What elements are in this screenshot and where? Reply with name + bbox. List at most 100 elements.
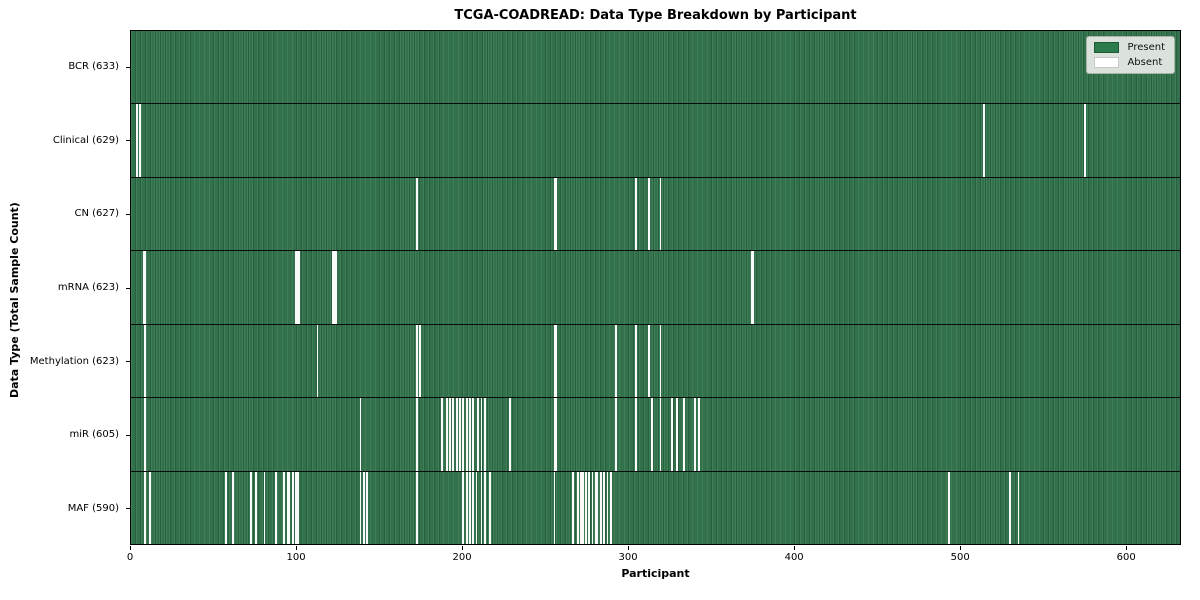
- absent-mark: [614, 324, 617, 398]
- y-axis-tick-labels: BCR (633) Clinical (629) CN (627) mRNA (623…: [0, 30, 130, 545]
- absent-mark: [472, 471, 475, 544]
- absent-mark: [659, 177, 662, 251]
- absent-mark: [634, 398, 637, 471]
- absent-mark: [225, 471, 228, 544]
- y-tick-label: miR (605): [0, 398, 130, 472]
- heatmap-row-bcr: [131, 31, 1180, 104]
- x-tick-mark: [1126, 546, 1128, 550]
- absent-mark: [263, 471, 266, 544]
- absent-mark: [440, 398, 443, 471]
- x-tick-mark: [960, 546, 962, 550]
- absent-mark: [144, 251, 147, 324]
- absent-mark: [1083, 104, 1086, 177]
- y-tick-label: BCR (633): [0, 30, 130, 104]
- absent-mark: [366, 471, 369, 544]
- heatmap-row-mir: [131, 397, 1180, 471]
- heatmap-row-mrna: [131, 250, 1180, 324]
- absent-mark: [694, 398, 697, 471]
- legend-label: Present: [1127, 42, 1165, 53]
- absent-mark: [591, 471, 594, 544]
- absent-mark: [455, 398, 458, 471]
- absent-mark: [599, 471, 602, 544]
- absent-mark: [603, 471, 606, 544]
- absent-mark: [449, 398, 451, 471]
- absent-mark: [648, 324, 650, 398]
- legend-entry: Present: [1094, 42, 1165, 53]
- y-tick-label: CN (627): [0, 177, 130, 251]
- absent-mark: [585, 471, 587, 544]
- absent-mark: [555, 177, 558, 251]
- absent-mark: [462, 398, 465, 471]
- x-tick-label: 500: [950, 552, 970, 563]
- absent-mark: [697, 398, 700, 471]
- absent-mark: [475, 471, 478, 544]
- absent-mark: [363, 471, 365, 544]
- absent-mark: [459, 398, 461, 471]
- absent-mark: [606, 471, 609, 544]
- legend-swatch: [1094, 57, 1120, 68]
- x-tick-label: 0: [126, 552, 134, 563]
- absent-mark: [555, 324, 558, 398]
- absent-mark: [609, 471, 612, 544]
- absent-mark: [144, 398, 147, 471]
- y-tick-label: Methylation (623): [0, 324, 130, 398]
- absent-mark: [982, 104, 985, 177]
- absent-mark: [581, 471, 584, 544]
- absent-mark: [232, 471, 234, 544]
- absent-mark: [452, 398, 455, 471]
- heatmap-row-clinical: [131, 103, 1180, 177]
- absent-mark: [553, 324, 556, 398]
- absent-mark: [553, 177, 556, 251]
- x-tick-label: 300: [618, 552, 638, 563]
- absent-mark: [1017, 471, 1020, 544]
- legend: Present Absent: [1086, 36, 1175, 74]
- absent-mark: [144, 324, 147, 398]
- absent-mark: [752, 251, 755, 324]
- plot-area: Present Absent: [130, 30, 1181, 545]
- x-tick-label: 100: [286, 552, 306, 563]
- absent-mark: [596, 471, 599, 544]
- absent-mark: [671, 398, 674, 471]
- absent-mark: [359, 471, 362, 544]
- absent-mark: [465, 398, 468, 471]
- absent-mark: [555, 398, 558, 471]
- absent-mark: [472, 398, 475, 471]
- absent-mark: [682, 398, 685, 471]
- absent-mark: [676, 398, 678, 471]
- absent-mark: [947, 471, 950, 544]
- absent-mark: [651, 398, 654, 471]
- absent-mark: [298, 251, 301, 324]
- absent-mark: [334, 251, 337, 324]
- absent-mark: [462, 471, 465, 544]
- absent-mark: [571, 471, 574, 544]
- heatmap-row-methylation: [131, 323, 1180, 398]
- absent-mark: [553, 471, 556, 544]
- x-tick-label: 200: [452, 552, 472, 563]
- x-tick-mark: [130, 546, 131, 550]
- absent-mark: [291, 471, 294, 544]
- heatmap-row-cn: [131, 176, 1180, 251]
- absent-mark: [135, 104, 138, 177]
- absent-mark: [144, 471, 147, 544]
- absent-mark: [648, 177, 650, 251]
- absent-mark: [553, 398, 556, 471]
- absent-mark: [488, 471, 491, 544]
- absent-mark: [416, 398, 418, 471]
- heatmap-row-maf: [131, 470, 1180, 544]
- absent-mark: [469, 471, 471, 544]
- absent-mark: [416, 471, 418, 544]
- absent-mark: [416, 324, 418, 398]
- x-tick-mark: [462, 546, 464, 550]
- y-tick-label: Clinical (629): [0, 104, 130, 178]
- absent-mark: [634, 324, 637, 398]
- absent-mark: [750, 251, 753, 324]
- absent-mark: [1009, 471, 1012, 544]
- absent-mark: [283, 471, 286, 544]
- y-tick-label: mRNA (623): [0, 251, 130, 325]
- absent-mark: [275, 471, 277, 544]
- absent-mark: [595, 471, 597, 544]
- absent-mark: [255, 471, 258, 544]
- absent-mark: [445, 398, 448, 471]
- absent-mark: [331, 251, 334, 324]
- absent-mark: [295, 251, 297, 324]
